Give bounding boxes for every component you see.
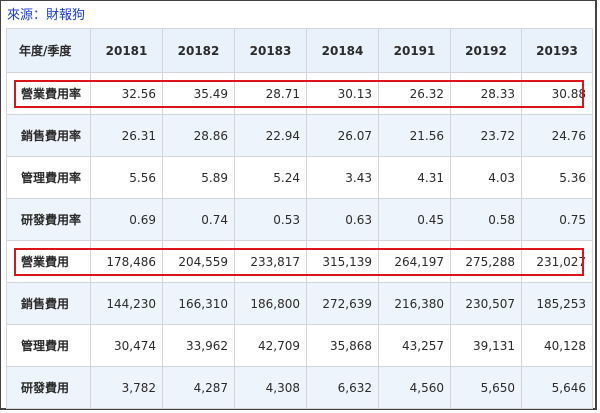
value-cell: 5,650 xyxy=(450,366,522,409)
value-cell: 230,507 xyxy=(450,282,522,325)
value-cell: 0.69 xyxy=(90,198,163,241)
value-cell: 0.45 xyxy=(378,198,451,241)
value-cell: 23.72 xyxy=(450,114,522,157)
value-cell: 6,632 xyxy=(306,366,379,409)
value-cell: 216,380 xyxy=(378,282,451,325)
header-cell: 20184 xyxy=(306,28,379,73)
value-cell: 272,639 xyxy=(306,282,379,325)
header-cell-period: 年度/季度 xyxy=(6,28,91,73)
value-cell: 231,027 xyxy=(521,240,593,283)
value-cell: 4.31 xyxy=(378,156,451,199)
table-row-rnd-expense: 研發費用 3,782 4,287 4,308 6,632 4,560 5,650… xyxy=(6,366,593,409)
value-cell: 315,139 xyxy=(306,240,379,283)
header-cell: 20183 xyxy=(234,28,307,73)
header-cell: 20182 xyxy=(162,28,235,73)
value-cell: 3.43 xyxy=(306,156,379,199)
value-cell: 33,962 xyxy=(162,324,235,367)
value-cell: 30,474 xyxy=(90,324,163,367)
table-row-selling-expense-ratio: 銷售費用率 26.31 28.86 22.94 26.07 21.56 23.7… xyxy=(6,114,593,157)
source-caption: 來源：財報狗 xyxy=(7,8,86,23)
value-cell: 264,197 xyxy=(378,240,451,283)
row-label: 銷售費用 xyxy=(6,282,91,325)
table-header-row: 年度/季度 20181 20182 20183 20184 20191 2019… xyxy=(6,28,593,73)
table-row-selling-expense: 銷售費用 144,230 166,310 186,800 272,639 216… xyxy=(6,282,593,325)
value-cell: 0.58 xyxy=(450,198,522,241)
value-cell: 178,486 xyxy=(90,240,163,283)
value-cell: 0.74 xyxy=(162,198,235,241)
value-cell: 233,817 xyxy=(234,240,307,283)
header-cell: 20181 xyxy=(90,28,163,73)
row-label: 營業費用率 xyxy=(6,72,91,115)
value-cell: 186,800 xyxy=(234,282,307,325)
value-cell: 21.56 xyxy=(378,114,451,157)
header-cell: 20193 xyxy=(521,28,593,73)
value-cell: 30.88 xyxy=(521,72,593,115)
value-cell: 4.03 xyxy=(450,156,522,199)
table-row-admin-expense-ratio: 管理費用率 5.56 5.89 5.24 3.43 4.31 4.03 5.36 xyxy=(6,156,593,199)
table-row-admin-expense: 管理費用 30,474 33,962 42,709 35,868 43,257 … xyxy=(6,324,593,367)
value-cell: 4,287 xyxy=(162,366,235,409)
value-cell: 3,782 xyxy=(90,366,163,409)
value-cell: 4,560 xyxy=(378,366,451,409)
value-cell: 4,308 xyxy=(234,366,307,409)
value-cell: 24.76 xyxy=(521,114,593,157)
value-cell: 42,709 xyxy=(234,324,307,367)
row-label: 管理費用率 xyxy=(6,156,91,199)
value-cell: 144,230 xyxy=(90,282,163,325)
row-label: 研發費用率 xyxy=(6,198,91,241)
value-cell: 5.56 xyxy=(90,156,163,199)
table-row-operating-expense-ratio: 營業費用率 32.56 35.49 28.71 30.13 26.32 28.3… xyxy=(6,72,593,115)
value-cell: 35,868 xyxy=(306,324,379,367)
value-cell: 204,559 xyxy=(162,240,235,283)
row-label: 管理費用 xyxy=(6,324,91,367)
value-cell: 185,253 xyxy=(521,282,593,325)
row-label: 研發費用 xyxy=(6,366,91,409)
table-row-rnd-expense-ratio: 研發費用率 0.69 0.74 0.53 0.63 0.45 0.58 0.75 xyxy=(6,198,593,241)
header-cell: 20191 xyxy=(378,28,451,73)
value-cell: 0.63 xyxy=(306,198,379,241)
value-cell: 39,131 xyxy=(450,324,522,367)
value-cell: 5,646 xyxy=(521,366,593,409)
value-cell: 28.86 xyxy=(162,114,235,157)
row-label: 營業費用 xyxy=(6,240,91,283)
value-cell: 0.75 xyxy=(521,198,593,241)
value-cell: 35.49 xyxy=(162,72,235,115)
value-cell: 26.31 xyxy=(90,114,163,157)
header-cell: 20192 xyxy=(450,28,522,73)
value-cell: 26.32 xyxy=(378,72,451,115)
value-cell: 22.94 xyxy=(234,114,307,157)
value-cell: 26.07 xyxy=(306,114,379,157)
expense-table: 年度/季度 20181 20182 20183 20184 20191 2019… xyxy=(6,28,593,409)
value-cell: 0.53 xyxy=(234,198,307,241)
value-cell: 30.13 xyxy=(306,72,379,115)
value-cell: 32.56 xyxy=(90,72,163,115)
value-cell: 28.71 xyxy=(234,72,307,115)
value-cell: 166,310 xyxy=(162,282,235,325)
value-cell: 40,128 xyxy=(521,324,593,367)
value-cell: 275,288 xyxy=(450,240,522,283)
value-cell: 5.36 xyxy=(521,156,593,199)
value-cell: 5.24 xyxy=(234,156,307,199)
row-label: 銷售費用率 xyxy=(6,114,91,157)
table-row-operating-expense: 營業費用 178,486 204,559 233,817 315,139 264… xyxy=(6,240,593,283)
value-cell: 5.89 xyxy=(162,156,235,199)
value-cell: 43,257 xyxy=(378,324,451,367)
value-cell: 28.33 xyxy=(450,72,522,115)
